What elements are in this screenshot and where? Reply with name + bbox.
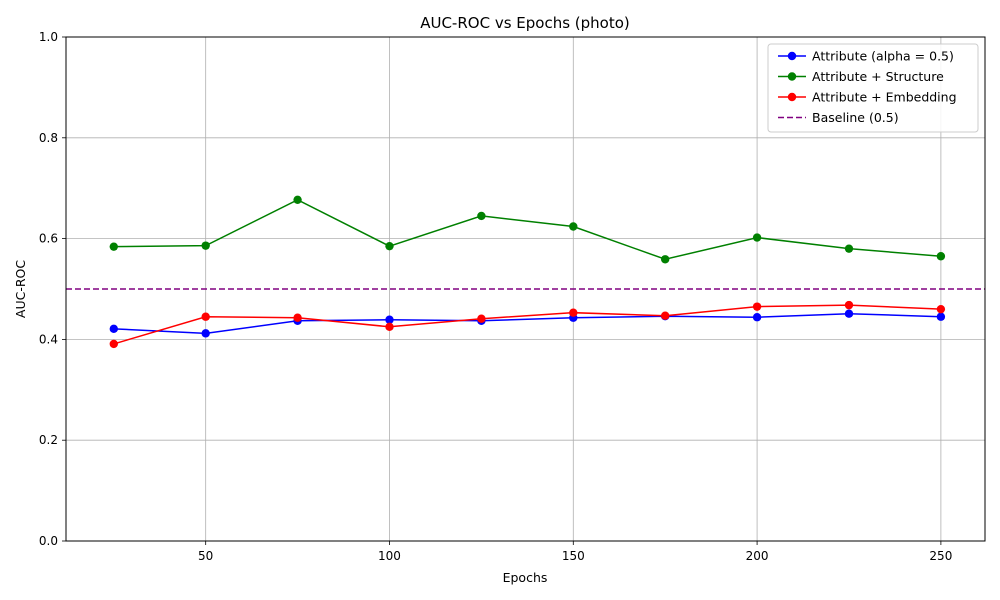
data-point bbox=[477, 314, 486, 323]
data-point bbox=[569, 222, 578, 231]
data-point bbox=[477, 211, 486, 221]
data-point bbox=[752, 233, 762, 242]
x-ticks: 50 100 150 200 250 bbox=[198, 541, 952, 563]
data-point bbox=[844, 244, 854, 253]
data-point bbox=[660, 255, 670, 264]
data-point bbox=[201, 312, 210, 321]
legend-entry: Attribute + Structure bbox=[778, 69, 944, 84]
data-point bbox=[109, 242, 118, 251]
y-tick-label: 0.8 bbox=[39, 131, 58, 145]
legend-label: Attribute + Embedding bbox=[812, 90, 957, 105]
data-point bbox=[201, 241, 210, 250]
data-point bbox=[660, 311, 670, 320]
x-tick-label: 200 bbox=[746, 549, 769, 563]
data-point bbox=[293, 313, 302, 322]
series-3 bbox=[109, 300, 946, 349]
data-point bbox=[569, 308, 578, 317]
y-tick-label: 0.4 bbox=[39, 332, 58, 346]
data-point bbox=[844, 300, 854, 310]
legend-swatch-marker bbox=[787, 92, 797, 102]
data-point bbox=[844, 309, 854, 318]
data-point bbox=[293, 195, 302, 204]
y-tick-label: 0.2 bbox=[39, 433, 58, 447]
series-line bbox=[113, 198, 941, 261]
y-tick-label: 0.6 bbox=[39, 232, 58, 246]
x-axis-label: Epochs bbox=[503, 570, 548, 585]
legend-entry: Attribute (alpha = 0.5) bbox=[778, 49, 954, 64]
legend-label: Attribute + Structure bbox=[812, 69, 944, 84]
legend-swatch-marker bbox=[787, 51, 797, 61]
y-axis-label: AUC-ROC bbox=[13, 260, 28, 318]
x-tick-label: 250 bbox=[929, 549, 952, 563]
data-point bbox=[385, 322, 394, 331]
legend-entry: Baseline (0.5) bbox=[778, 110, 899, 125]
series-layer bbox=[109, 195, 946, 349]
legend-label: Attribute (alpha = 0.5) bbox=[812, 49, 954, 64]
chart-title: AUC-ROC vs Epochs (photo) bbox=[420, 14, 630, 32]
data-point bbox=[936, 304, 946, 314]
legend-swatch-marker bbox=[787, 72, 797, 81]
data-point bbox=[109, 339, 118, 349]
legend-entry: Attribute + Embedding bbox=[778, 90, 957, 105]
legend: Attribute (alpha = 0.5) Attribute + Struc… bbox=[767, 43, 979, 133]
data-point bbox=[752, 313, 762, 322]
series-2 bbox=[109, 195, 946, 264]
data-point bbox=[385, 315, 394, 324]
legend-box bbox=[767, 43, 979, 133]
y-tick-label: 0.0 bbox=[39, 534, 58, 548]
data-point bbox=[936, 252, 946, 261]
data-point bbox=[752, 302, 762, 311]
x-tick-label: 50 bbox=[198, 549, 213, 563]
x-tick-label: 100 bbox=[378, 549, 401, 563]
x-tick-label: 150 bbox=[562, 549, 585, 563]
y-tick-label: 1.0 bbox=[39, 30, 58, 44]
data-point bbox=[936, 312, 946, 321]
series-line bbox=[113, 312, 941, 335]
y-ticks: 0.0 0.2 0.4 0.6 0.8 1.0 bbox=[39, 30, 66, 548]
plot-frame bbox=[65, 36, 986, 542]
data-point bbox=[109, 324, 118, 334]
data-point bbox=[201, 329, 210, 338]
legend-label: Baseline (0.5) bbox=[812, 110, 899, 125]
data-point bbox=[385, 241, 394, 251]
series-line bbox=[113, 304, 941, 345]
